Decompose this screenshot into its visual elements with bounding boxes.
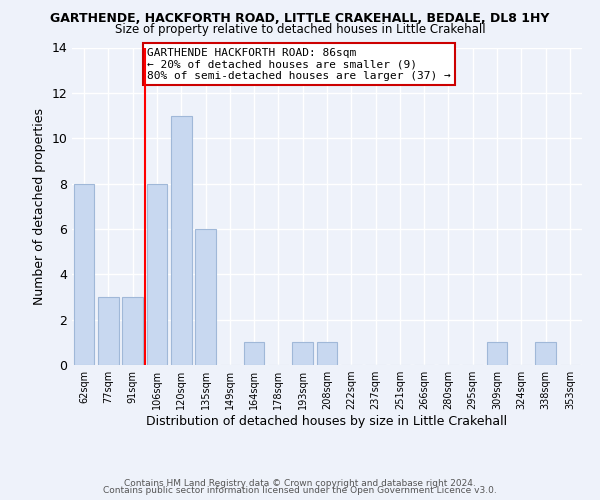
Bar	[487, 342, 508, 365]
Y-axis label: Number of detached properties: Number of detached properties	[33, 108, 46, 304]
Bar	[122, 297, 143, 365]
Text: GARTHENDE, HACKFORTH ROAD, LITTLE CRAKEHALL, BEDALE, DL8 1HY: GARTHENDE, HACKFORTH ROAD, LITTLE CRAKEH…	[50, 12, 550, 26]
Text: Size of property relative to detached houses in Little Crakehall: Size of property relative to detached ho…	[115, 22, 485, 36]
X-axis label: Distribution of detached houses by size in Little Crakehall: Distribution of detached houses by size …	[146, 415, 508, 428]
Bar	[535, 342, 556, 365]
Bar	[98, 297, 119, 365]
Bar	[317, 342, 337, 365]
Bar	[146, 184, 167, 365]
Bar	[171, 116, 191, 365]
Text: GARTHENDE HACKFORTH ROAD: 86sqm
← 20% of detached houses are smaller (9)
80% of : GARTHENDE HACKFORTH ROAD: 86sqm ← 20% of…	[147, 48, 451, 80]
Text: Contains HM Land Registry data © Crown copyright and database right 2024.: Contains HM Land Registry data © Crown c…	[124, 478, 476, 488]
Bar	[244, 342, 265, 365]
Text: Contains public sector information licensed under the Open Government Licence v3: Contains public sector information licen…	[103, 486, 497, 495]
Bar	[195, 229, 216, 365]
Bar	[292, 342, 313, 365]
Bar	[74, 184, 94, 365]
